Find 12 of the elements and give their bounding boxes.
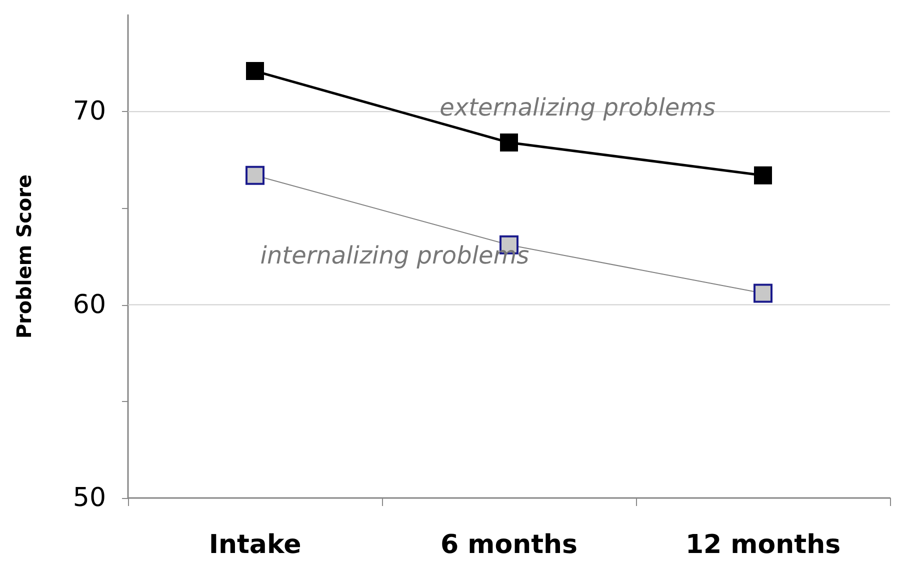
series-label: internalizing problems	[260, 242, 530, 270]
y-tick-label: 60	[72, 290, 106, 320]
y-tick-label: 70	[72, 96, 106, 127]
y-axis-title: Problem Score	[12, 174, 36, 339]
point	[754, 166, 772, 184]
point	[500, 134, 518, 152]
series-label: externalizing problems	[440, 93, 716, 122]
point	[246, 62, 264, 80]
y-tick-label: 50	[72, 483, 106, 513]
x-tick-label: 12 months	[685, 530, 841, 560]
x-tick-label: 6 months	[440, 530, 578, 560]
x-tick-label: Intake	[208, 530, 302, 560]
